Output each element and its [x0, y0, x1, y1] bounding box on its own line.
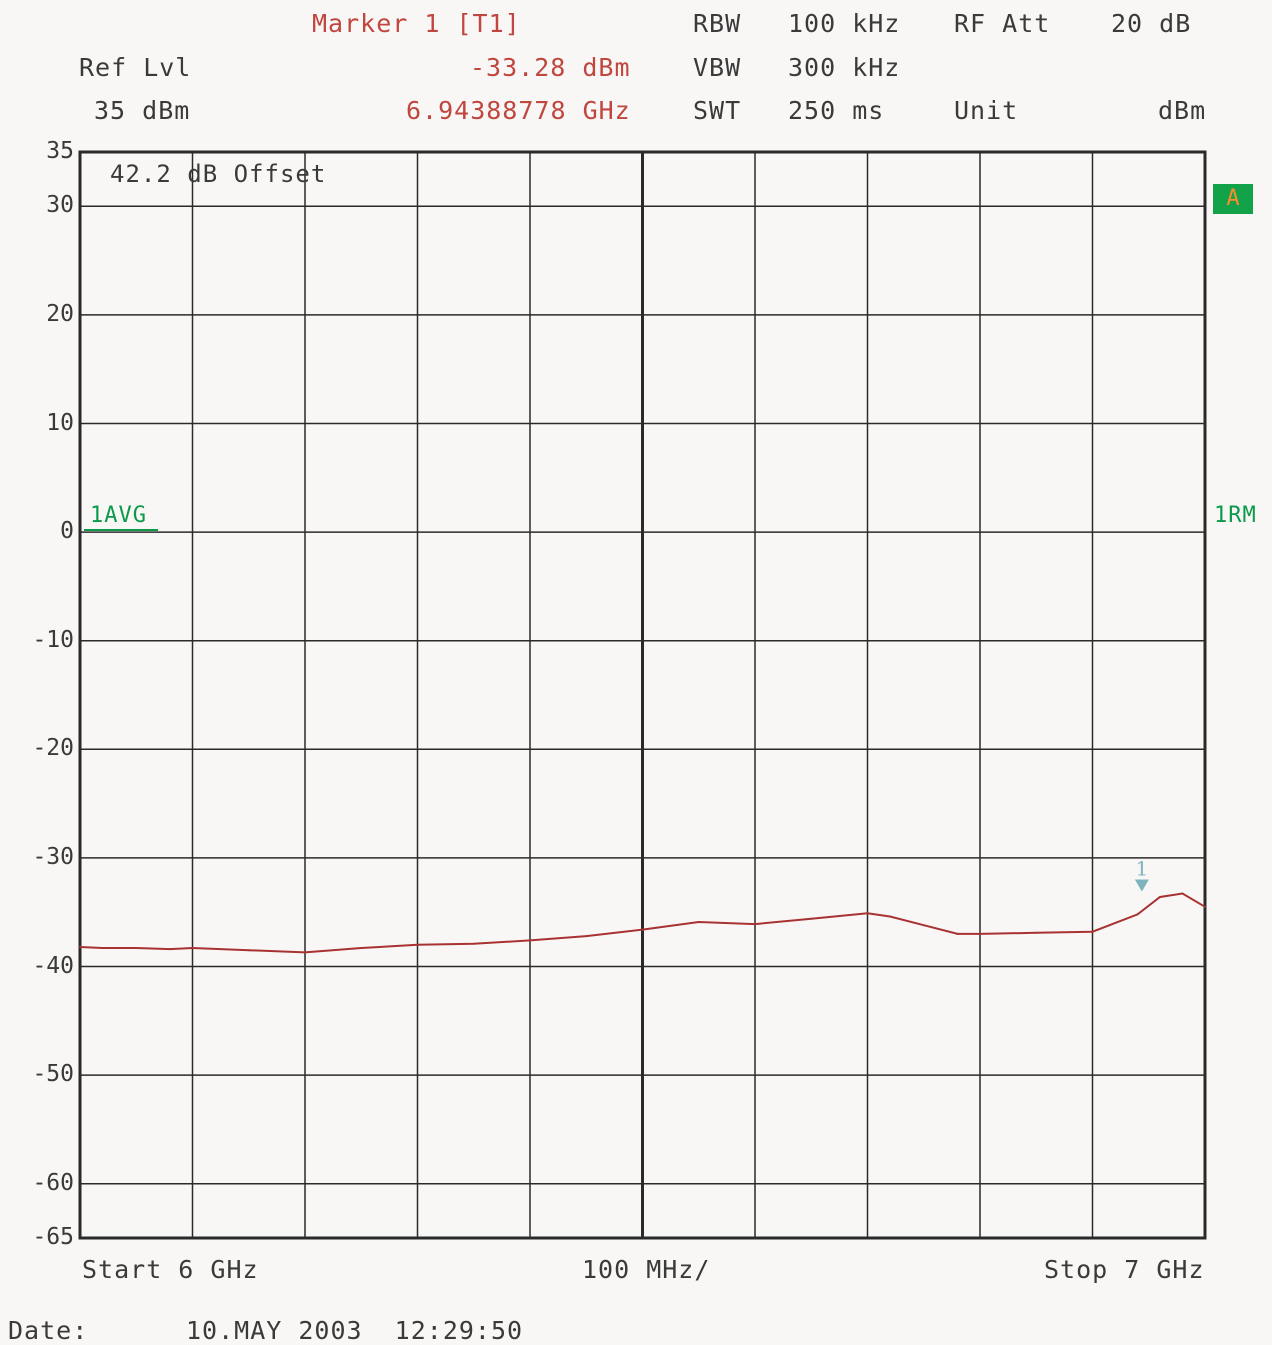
trace-point: [169, 948, 171, 951]
trace-point: [585, 935, 588, 938]
marker-1-number: 1: [1136, 857, 1149, 881]
trace-point: [1035, 931, 1038, 934]
trace-point: [641, 928, 644, 931]
marker-level: -33.28 dBm: [470, 53, 631, 82]
marker-frequency: 6.94388778 GHz: [406, 96, 631, 125]
date-value: 10.MAY 2003 12:29:50: [186, 1316, 524, 1345]
marker-1-triangle[interactable]: [1134, 879, 1149, 892]
trace-point: [304, 951, 306, 954]
trace-point: [1204, 905, 1206, 908]
y-tick-label: -50: [32, 1061, 74, 1088]
y-tick-label: -30: [32, 843, 74, 870]
rf-att-value: 20 dB: [1111, 9, 1192, 38]
trace-point: [1091, 930, 1094, 933]
marker-label: Marker 1 [T1]: [312, 9, 521, 38]
start-frequency: Start 6 GHz: [82, 1255, 259, 1284]
y-tick-label: 10: [46, 409, 74, 436]
trace-point: [1136, 913, 1139, 916]
trace-line: [79, 892, 1206, 954]
rbw-value: 100 kHz: [788, 9, 901, 38]
date-label: Date:: [8, 1316, 89, 1345]
vbw-label: VBW: [693, 53, 742, 82]
trace-point: [191, 947, 194, 950]
ref-lvl-value: 35 dBm: [94, 96, 191, 125]
y-tick-label: -20: [32, 735, 74, 762]
grid: [78, 150, 1207, 1240]
ref-lvl-label: Ref Lvl: [79, 53, 192, 82]
trace-point: [529, 939, 531, 942]
rf-att-label: RF Att: [954, 9, 1051, 38]
y-tick-label: -65: [32, 1224, 74, 1250]
y-tick-label: -10: [32, 626, 74, 653]
trace-point: [956, 932, 959, 935]
trace-point: [810, 917, 813, 920]
swt-value: 250 ms: [788, 96, 885, 125]
trace-point: [922, 924, 925, 927]
unit-label: Unit: [954, 96, 1019, 125]
stop-frequency: Stop 7 GHz: [1044, 1255, 1205, 1284]
trace-point: [754, 923, 756, 926]
trace-point: [101, 947, 104, 950]
trace-point: [416, 943, 419, 946]
y-tick-label: -60: [32, 1169, 74, 1196]
trace-point: [866, 912, 869, 915]
y-tick-label: 20: [46, 300, 74, 327]
trace-point: [697, 920, 700, 923]
y-tick-label: 35: [46, 138, 74, 164]
trace-point: [360, 947, 363, 950]
unit-value: dBm: [1158, 96, 1207, 125]
trace-point: [135, 947, 138, 950]
span-per-div: 100 MHz/: [582, 1255, 711, 1284]
trace-point: [472, 942, 475, 945]
trace-point: [1181, 892, 1184, 895]
y-tick-label: 0: [60, 518, 74, 545]
trace-point: [979, 932, 981, 935]
offset-label: 42.2 dB Offset: [110, 160, 327, 188]
vbw-value: 300 kHz: [788, 53, 901, 82]
trace-point: [247, 949, 250, 952]
trace-point: [79, 945, 81, 948]
detector-label: 1RM: [1214, 503, 1257, 528]
y-tick-label: 30: [46, 192, 74, 219]
y-tick-label: -40: [32, 952, 74, 979]
trace-a-badge[interactable]: A: [1213, 184, 1253, 214]
trace-point: [1114, 922, 1116, 925]
swt-label: SWT: [693, 96, 742, 125]
trace-mode-label: 1AVG: [90, 503, 147, 528]
trace-point: [1159, 895, 1161, 898]
trace-point: [889, 915, 891, 918]
rbw-label: RBW: [693, 9, 742, 38]
trace-points: [79, 892, 1206, 954]
